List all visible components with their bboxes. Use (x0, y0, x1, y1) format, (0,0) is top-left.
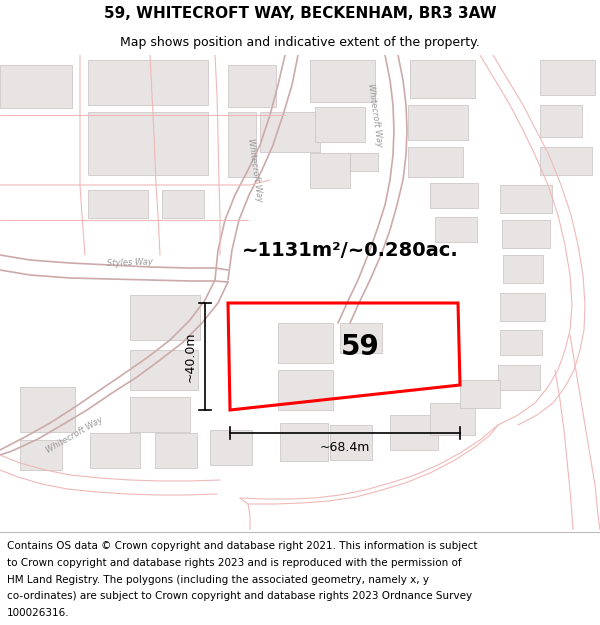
Polygon shape (500, 330, 542, 355)
Polygon shape (435, 217, 477, 242)
Text: ~68.4m: ~68.4m (320, 441, 370, 454)
Text: co-ordinates) are subject to Crown copyright and database rights 2023 Ordnance S: co-ordinates) are subject to Crown copyr… (7, 591, 472, 601)
Text: Contains OS data © Crown copyright and database right 2021. This information is : Contains OS data © Crown copyright and d… (7, 541, 478, 551)
Polygon shape (130, 397, 190, 432)
Polygon shape (350, 153, 378, 171)
Polygon shape (130, 295, 200, 340)
Polygon shape (228, 112, 256, 177)
Polygon shape (20, 440, 62, 470)
Polygon shape (430, 403, 475, 435)
Polygon shape (500, 293, 545, 321)
Polygon shape (498, 365, 540, 390)
Text: HM Land Registry. The polygons (including the associated geometry, namely x, y: HM Land Registry. The polygons (includin… (7, 574, 429, 584)
Polygon shape (410, 60, 475, 98)
Polygon shape (88, 60, 208, 105)
Polygon shape (210, 430, 252, 465)
Polygon shape (408, 105, 468, 140)
Polygon shape (130, 350, 198, 390)
Text: 59, WHITECROFT WAY, BECKENHAM, BR3 3AW: 59, WHITECROFT WAY, BECKENHAM, BR3 3AW (104, 6, 496, 21)
Text: Styles Way: Styles Way (107, 258, 153, 268)
Polygon shape (88, 112, 208, 175)
Polygon shape (310, 60, 375, 102)
Polygon shape (340, 323, 382, 353)
Text: ~1131m²/~0.280ac.: ~1131m²/~0.280ac. (242, 241, 458, 259)
Polygon shape (460, 380, 500, 408)
Text: Map shows position and indicative extent of the property.: Map shows position and indicative extent… (120, 36, 480, 49)
Text: to Crown copyright and database rights 2023 and is reproduced with the permissio: to Crown copyright and database rights 2… (7, 558, 462, 568)
Polygon shape (408, 147, 463, 177)
Polygon shape (390, 415, 438, 450)
Polygon shape (278, 323, 333, 363)
Polygon shape (88, 190, 148, 218)
Text: Whitecroft Way: Whitecroft Way (45, 415, 105, 455)
Polygon shape (430, 183, 478, 208)
Polygon shape (540, 60, 595, 95)
Polygon shape (162, 190, 204, 218)
Polygon shape (540, 147, 592, 175)
Polygon shape (503, 255, 543, 283)
Polygon shape (260, 112, 320, 152)
Polygon shape (310, 153, 350, 188)
Polygon shape (0, 65, 72, 108)
Polygon shape (315, 107, 365, 142)
Polygon shape (330, 425, 372, 460)
Polygon shape (228, 65, 276, 107)
Text: Whitecroft Way: Whitecroft Way (366, 82, 384, 148)
Text: 59: 59 (341, 333, 379, 361)
Text: 100026316.: 100026316. (7, 608, 70, 618)
Polygon shape (280, 423, 328, 461)
Text: Whitecroft Way: Whitecroft Way (246, 138, 264, 202)
Polygon shape (20, 387, 75, 432)
Polygon shape (502, 220, 550, 248)
Text: ~40.0m: ~40.0m (184, 331, 197, 382)
Polygon shape (278, 370, 333, 410)
Polygon shape (155, 433, 197, 468)
Polygon shape (90, 433, 140, 468)
Polygon shape (500, 185, 552, 213)
Polygon shape (540, 105, 582, 137)
